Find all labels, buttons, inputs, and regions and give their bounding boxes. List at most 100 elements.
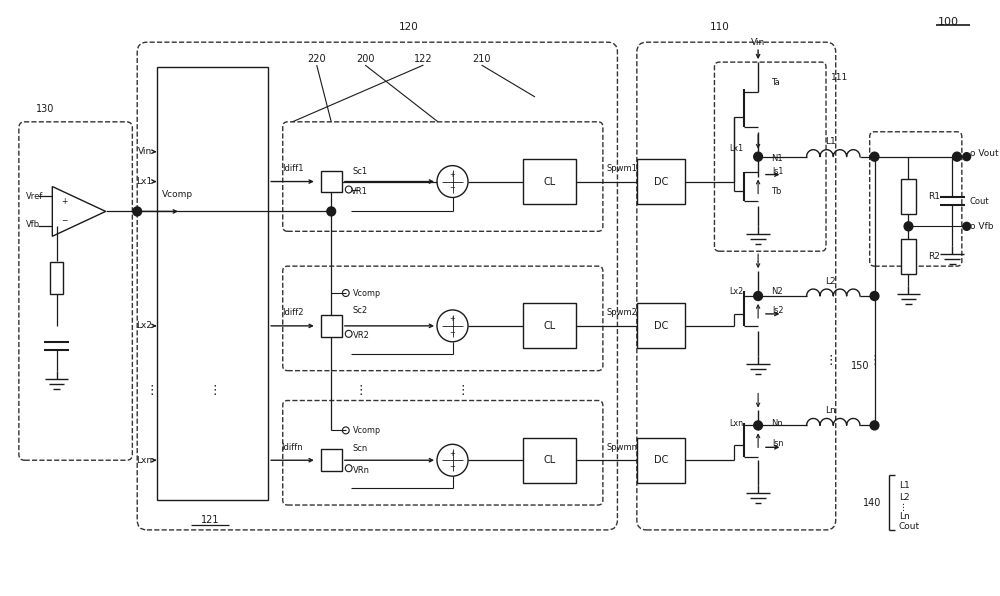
Text: o Vout: o Vout [970, 149, 998, 158]
Text: Vin: Vin [138, 147, 152, 156]
Bar [901, 239, 916, 274]
Bar [321, 170, 342, 193]
Text: +: + [450, 316, 455, 322]
Circle shape [327, 207, 336, 216]
Text: L1: L1 [825, 137, 836, 146]
Bar [50, 262, 63, 294]
Text: Idiffn: Idiffn [282, 443, 303, 452]
Text: Isn: Isn [773, 439, 784, 448]
Text: VR1: VR1 [351, 187, 368, 196]
Text: DC: DC [654, 455, 668, 465]
Text: Lxn: Lxn [729, 419, 744, 428]
Text: Lx2: Lx2 [136, 321, 152, 330]
Text: VRn: VRn [353, 465, 370, 474]
Bar [637, 438, 685, 483]
Text: DC: DC [654, 176, 668, 187]
Text: +: + [450, 172, 455, 178]
Bar [901, 179, 916, 214]
Text: CL: CL [543, 455, 556, 465]
Text: ⋮: ⋮ [209, 384, 221, 397]
Circle shape [904, 222, 913, 231]
Text: CL: CL [543, 321, 556, 331]
Circle shape [754, 421, 762, 430]
Text: 210: 210 [472, 54, 491, 64]
Text: R1: R1 [928, 192, 940, 201]
Text: L1: L1 [899, 480, 910, 490]
Text: 140: 140 [863, 498, 881, 508]
Circle shape [133, 207, 142, 216]
Text: Vcomp: Vcomp [353, 426, 381, 435]
Text: 100: 100 [938, 17, 959, 27]
Text: Vcomp: Vcomp [353, 288, 381, 297]
Circle shape [953, 152, 961, 161]
Text: Lx2: Lx2 [729, 287, 744, 296]
Text: Cout: Cout [970, 197, 989, 206]
Text: DC: DC [654, 321, 668, 331]
Text: Vcomp: Vcomp [161, 190, 193, 199]
Text: Scn: Scn [353, 444, 368, 453]
Text: 150: 150 [851, 361, 869, 371]
Text: N1: N1 [771, 154, 782, 163]
Text: −: − [61, 216, 68, 225]
Text: −: − [450, 330, 455, 336]
Bar [321, 449, 342, 471]
Text: Spwm1: Spwm1 [607, 164, 638, 173]
Text: 130: 130 [36, 104, 54, 114]
Circle shape [754, 152, 762, 161]
Text: Ln: Ln [899, 513, 910, 522]
Text: 200: 200 [356, 54, 374, 64]
Text: Vin?: Vin? [757, 260, 760, 262]
Text: Lx1: Lx1 [729, 144, 744, 153]
Text: +: + [61, 197, 68, 206]
Text: Spwmn: Spwmn [607, 443, 638, 452]
Text: Idiff1: Idiff1 [282, 164, 303, 173]
Bar [523, 159, 576, 204]
Text: Is1: Is1 [773, 167, 784, 176]
Circle shape [870, 291, 879, 300]
Text: ⋮: ⋮ [354, 384, 367, 397]
Text: Nn: Nn [771, 419, 782, 428]
Text: CL: CL [543, 176, 556, 187]
Text: Is2: Is2 [773, 306, 784, 315]
Text: Sc1: Sc1 [353, 167, 368, 176]
Text: 220: 220 [307, 54, 326, 64]
Circle shape [754, 291, 762, 300]
Text: 122: 122 [414, 54, 433, 64]
Text: Lxn: Lxn [136, 456, 152, 465]
Text: Idiff2: Idiff2 [282, 309, 303, 318]
Text: Sc2: Sc2 [353, 306, 368, 315]
Text: −: − [450, 464, 455, 470]
Text: 110: 110 [709, 22, 729, 32]
Text: L2: L2 [899, 492, 909, 502]
Circle shape [870, 421, 879, 430]
Bar [523, 303, 576, 348]
Text: 120: 120 [399, 22, 419, 32]
Text: Vin: Vin [751, 38, 765, 46]
Text: o Vfb: o Vfb [970, 222, 993, 231]
Text: ⋮: ⋮ [825, 354, 837, 367]
Text: Ta: Ta [771, 77, 779, 86]
Text: Tb: Tb [771, 187, 781, 196]
Text: +: + [450, 451, 455, 457]
Text: Ln: Ln [825, 406, 836, 415]
Text: ⋮: ⋮ [868, 354, 881, 367]
Circle shape [870, 152, 879, 161]
Text: 121: 121 [201, 515, 219, 525]
Text: −: − [450, 185, 455, 191]
Text: ⋮: ⋮ [456, 384, 468, 397]
Text: 111: 111 [831, 73, 848, 82]
Circle shape [963, 222, 971, 230]
Text: Vfb: Vfb [26, 220, 40, 229]
Bar [637, 303, 685, 348]
Text: N2: N2 [771, 287, 782, 296]
Circle shape [963, 153, 971, 161]
Bar [637, 159, 685, 204]
Text: Cout: Cout [899, 523, 920, 532]
Text: VR2: VR2 [353, 331, 369, 340]
Bar [523, 438, 576, 483]
Text: Vref: Vref [26, 192, 43, 201]
Bar [157, 67, 268, 500]
Text: Lx1: Lx1 [136, 177, 152, 186]
Text: ⋮: ⋮ [146, 384, 158, 397]
Text: L2: L2 [826, 277, 836, 285]
